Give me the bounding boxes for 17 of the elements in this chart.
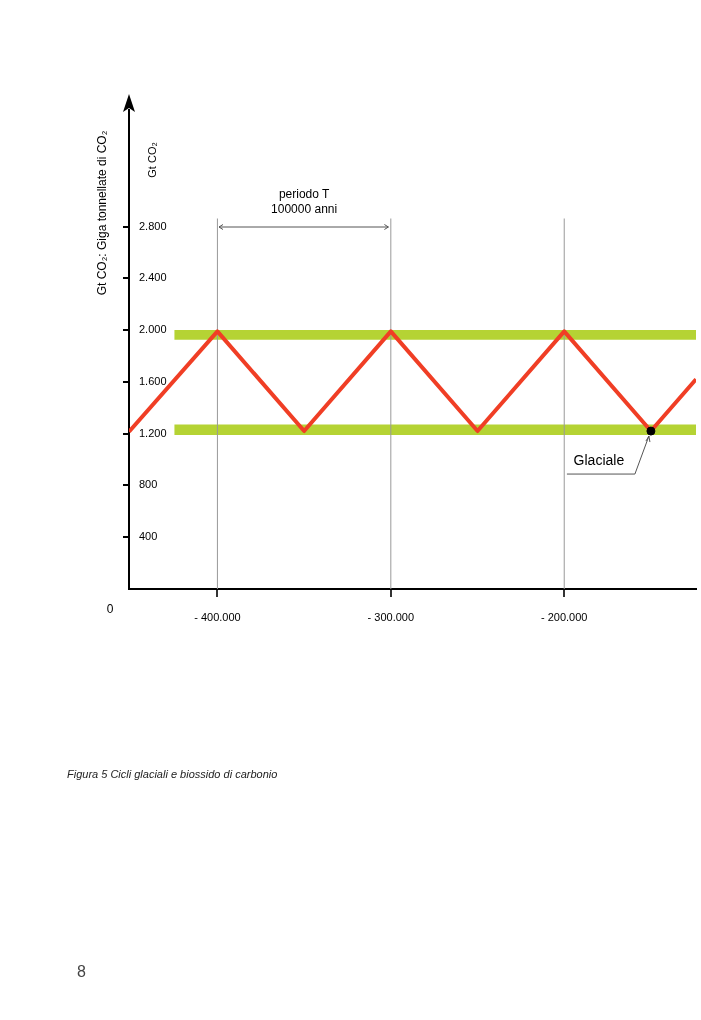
- x-tick-label: - 400.000: [194, 610, 241, 623]
- x-tick-label: - 200.000: [540, 610, 588, 623]
- y-tick-label: 800: [139, 478, 158, 491]
- y-tick-label: 1.600: [139, 374, 167, 387]
- annotation: Glaciale: [573, 451, 625, 468]
- x-tick-label: - 300.000: [367, 610, 415, 623]
- y-tick-label: 1.200: [139, 426, 167, 439]
- y-tick-label: 2.800: [139, 219, 167, 232]
- y-axis-title: Gt CO₂: Giga tonnellate di CO₂: [95, 130, 110, 296]
- text: 0: [106, 602, 114, 617]
- text: 8: [77, 963, 86, 981]
- y-tick-label: 2.000: [139, 323, 167, 336]
- annotation: periodo T 100000 anni: [270, 186, 339, 217]
- text: Figura 5 Cicli glaciali e biossido di carbonio: [67, 768, 278, 780]
- y-tick-label: 400: [139, 530, 158, 543]
- y-tick-label: 2.400: [139, 271, 167, 284]
- annotation: Gt CO₂: [146, 142, 159, 178]
